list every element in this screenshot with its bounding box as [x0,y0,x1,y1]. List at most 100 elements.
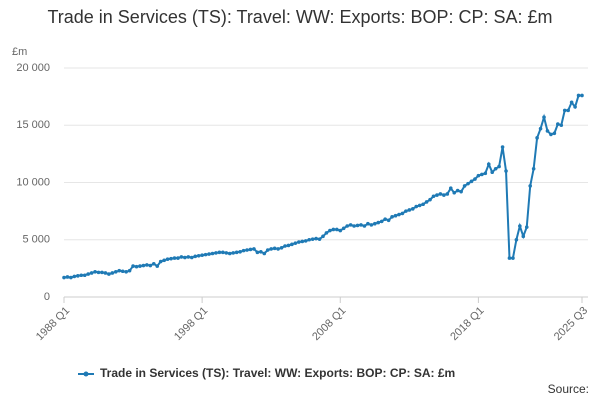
data-point [110,271,115,275]
data-point [580,93,584,98]
data-point [459,189,463,194]
data-point [86,272,90,276]
data-point [114,270,118,274]
data-point [414,204,419,209]
x-tick-label: 2025 Q3 [552,305,590,343]
data-point [189,255,194,260]
data-point [158,259,163,264]
data-point [252,247,256,251]
data-point [241,248,246,253]
y-tick-label: 10 000 [16,176,50,188]
data-point [514,237,519,242]
data-point [352,224,356,228]
data-point [217,250,222,255]
data-point [507,256,512,260]
data-point [331,227,336,232]
data-point [473,177,477,181]
data-point [379,219,384,224]
data-point [96,270,101,275]
data-point [400,211,405,216]
data-point [307,237,311,242]
data-point [227,251,232,256]
data-point [483,171,488,176]
data-point [210,251,215,256]
data-point [186,255,191,259]
data-point [183,255,187,260]
data-point [545,129,550,133]
data-point [148,263,153,268]
data-point [120,269,125,274]
data-point [62,275,66,280]
chart-title: Trade in Services (TS): Travel: WW: Expo… [47,7,553,27]
data-point [386,218,391,223]
data-point [69,275,73,280]
data-point [207,252,211,256]
data-point [248,247,253,252]
data-point [528,184,532,188]
data-point [442,193,446,197]
data-point [566,108,570,113]
data-point [200,253,204,258]
data-point [438,192,443,196]
x-tick-label: 2018 Q1 [448,305,486,343]
data-point [497,164,501,169]
data-point [476,173,481,178]
data-point [76,274,80,278]
data-point [259,249,263,254]
data-point [338,228,343,233]
data-point [328,228,332,233]
data-point [317,237,322,241]
data-point [131,264,135,268]
data-point [521,234,526,239]
data-point [293,241,298,245]
data-point [165,257,170,262]
data-point [559,123,564,128]
data-point [193,254,198,259]
data-point [310,237,315,241]
data-point [462,184,467,188]
x-tick-label: 1988 Q1 [34,305,72,343]
data-point [511,256,515,260]
data-point [448,186,453,191]
y-tick-label: 15 000 [16,119,50,131]
data-point [82,273,87,278]
legend-marker [83,371,89,377]
data-point [100,270,104,275]
data-point [452,191,457,195]
data-point [345,224,349,228]
data-point [407,208,412,212]
data-point [524,225,529,229]
data-point [552,131,557,136]
data-point [376,220,381,225]
data-point [576,93,581,98]
data-point [359,223,363,227]
data-point [348,223,353,227]
data-point [383,217,387,221]
data-point [417,203,422,208]
data-point [262,251,267,256]
data-point [410,207,415,211]
data-point [569,100,574,105]
data-point [538,126,543,131]
data-point [107,272,111,276]
x-tick-label: 1998 Q1 [172,305,210,343]
x-tick-label: 2008 Q1 [310,305,348,343]
data-point [272,246,277,251]
data-point [255,250,260,255]
data-point [549,132,553,137]
source: Source: [548,382,589,396]
data-point [138,264,142,268]
data-point [397,212,401,217]
data-point [321,234,325,239]
data-point [238,249,242,254]
data-point [562,108,567,113]
data-point [490,170,495,174]
data-point [141,263,146,268]
data-point [556,122,560,126]
data-point [404,209,408,213]
data-point [424,200,429,204]
data-point [176,256,180,260]
data-point [145,263,149,267]
data-point [480,172,484,177]
